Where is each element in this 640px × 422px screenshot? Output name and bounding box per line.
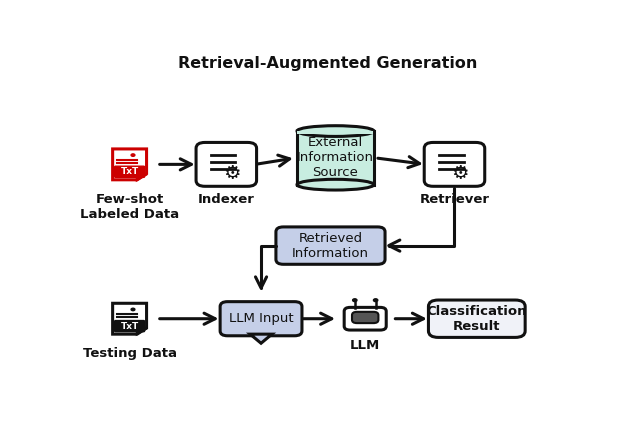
Circle shape [131, 154, 135, 156]
Polygon shape [137, 173, 147, 180]
Polygon shape [113, 303, 147, 334]
Text: ⚙: ⚙ [223, 164, 241, 183]
Text: External
Information
Source: External Information Source [297, 136, 374, 179]
FancyBboxPatch shape [428, 300, 525, 338]
Text: LLM Input: LLM Input [228, 312, 293, 325]
FancyBboxPatch shape [352, 312, 378, 323]
Polygon shape [137, 328, 147, 334]
Text: Few-shot
Labeled Data: Few-shot Labeled Data [80, 193, 179, 221]
Polygon shape [250, 334, 272, 343]
FancyBboxPatch shape [115, 321, 145, 332]
Circle shape [374, 299, 378, 302]
Text: Retrieval-Augmented Generation: Retrieval-Augmented Generation [179, 56, 477, 70]
Text: Indexer: Indexer [198, 193, 255, 206]
Text: LLM: LLM [350, 339, 380, 352]
Text: TxT: TxT [120, 322, 139, 330]
Text: ⚙: ⚙ [451, 164, 468, 183]
FancyBboxPatch shape [196, 143, 257, 186]
Ellipse shape [297, 179, 374, 190]
Ellipse shape [297, 126, 374, 136]
Text: Retriever: Retriever [419, 193, 490, 206]
FancyBboxPatch shape [424, 143, 484, 186]
FancyBboxPatch shape [220, 302, 302, 336]
Text: Testing Data: Testing Data [83, 347, 177, 360]
FancyBboxPatch shape [297, 131, 374, 185]
FancyBboxPatch shape [276, 227, 385, 264]
Circle shape [131, 308, 135, 311]
Text: Retrieved
Information: Retrieved Information [292, 232, 369, 260]
Text: Classification
Result: Classification Result [426, 305, 527, 333]
Text: TxT: TxT [120, 167, 139, 176]
FancyBboxPatch shape [298, 131, 373, 134]
Bar [381, 314, 385, 323]
Polygon shape [113, 149, 147, 180]
Bar [346, 314, 349, 323]
Circle shape [353, 299, 357, 302]
FancyBboxPatch shape [115, 166, 145, 177]
FancyBboxPatch shape [344, 307, 386, 330]
